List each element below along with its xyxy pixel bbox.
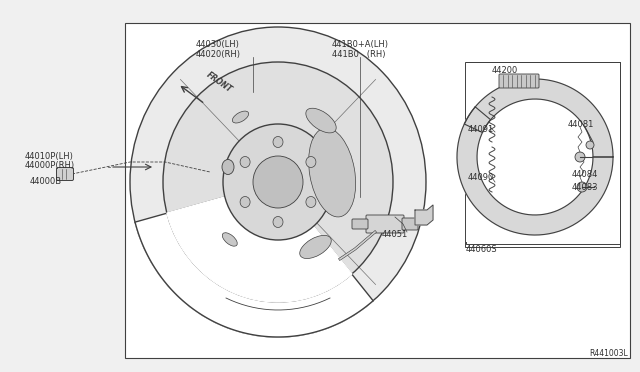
Ellipse shape: [308, 128, 356, 217]
Ellipse shape: [163, 62, 393, 302]
FancyBboxPatch shape: [499, 74, 539, 88]
Text: 441B0   (RH): 441B0 (RH): [332, 49, 385, 58]
Text: 44000P(RH): 44000P(RH): [25, 160, 75, 170]
Ellipse shape: [240, 196, 250, 208]
Text: FRONT: FRONT: [205, 70, 234, 94]
Text: 44081: 44081: [568, 119, 595, 128]
Ellipse shape: [273, 217, 283, 228]
Ellipse shape: [253, 156, 303, 208]
Circle shape: [577, 182, 587, 192]
Bar: [465, 62, 620, 247]
Circle shape: [575, 152, 585, 162]
Text: 44010P(LH): 44010P(LH): [25, 151, 74, 160]
Text: 44060S: 44060S: [466, 246, 498, 254]
Ellipse shape: [300, 235, 332, 259]
Ellipse shape: [240, 157, 250, 167]
Ellipse shape: [222, 233, 237, 246]
Text: 44090: 44090: [468, 173, 494, 182]
Ellipse shape: [306, 196, 316, 208]
Text: 441B0+A(LH): 441B0+A(LH): [332, 39, 389, 48]
Text: R441003L: R441003L: [589, 350, 628, 359]
Circle shape: [586, 141, 594, 149]
Polygon shape: [415, 205, 433, 225]
Text: 44000B: 44000B: [30, 176, 62, 186]
Ellipse shape: [130, 27, 426, 337]
Ellipse shape: [222, 160, 234, 174]
Polygon shape: [464, 79, 613, 157]
Ellipse shape: [306, 108, 336, 133]
Text: 44083: 44083: [572, 183, 598, 192]
FancyBboxPatch shape: [402, 218, 418, 230]
Ellipse shape: [306, 157, 316, 167]
Text: 44030(LH): 44030(LH): [196, 39, 240, 48]
Text: 44020(RH): 44020(RH): [196, 49, 241, 58]
Text: 44200: 44200: [492, 65, 518, 74]
Polygon shape: [457, 107, 613, 235]
Text: 44084: 44084: [572, 170, 598, 179]
Text: 44091: 44091: [468, 125, 494, 134]
Polygon shape: [167, 182, 352, 302]
Polygon shape: [135, 182, 373, 337]
FancyBboxPatch shape: [56, 167, 74, 180]
FancyBboxPatch shape: [352, 219, 368, 229]
Ellipse shape: [232, 111, 248, 123]
Ellipse shape: [273, 137, 283, 148]
Bar: [125, 23, 630, 358]
Text: 44051: 44051: [382, 230, 408, 238]
FancyBboxPatch shape: [366, 215, 404, 233]
Ellipse shape: [223, 124, 333, 240]
